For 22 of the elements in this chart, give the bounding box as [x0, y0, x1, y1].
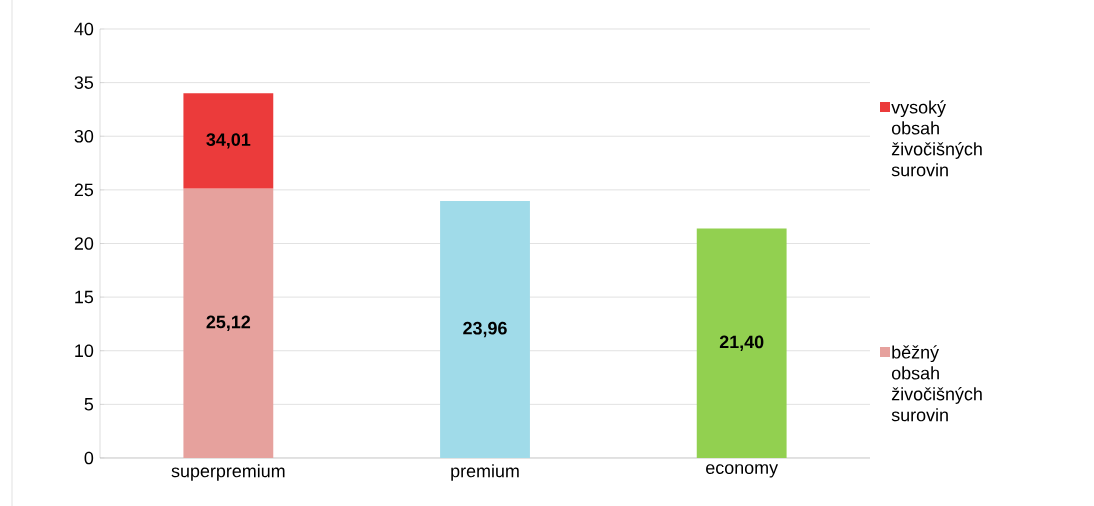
- y-tick-label: 35: [74, 76, 94, 89]
- bar: [183, 188, 274, 458]
- y-tick-label: 30: [74, 129, 94, 143]
- y-tick-label: 40: [74, 22, 94, 36]
- y-tick-label: 15: [75, 290, 94, 304]
- y-tick-label: 20: [74, 237, 94, 250]
- data-label: 23,96: [463, 321, 507, 338]
- x-tick-label: premium: [451, 464, 519, 481]
- y-tick-label: 0: [84, 451, 94, 465]
- y-tick-label: 5: [84, 398, 94, 411]
- legend-label: vysoký obsah živočišných surovin: [891, 100, 982, 177]
- data-label: 21,40: [719, 335, 764, 351]
- x-tick-label: economy: [706, 464, 779, 478]
- bar: [440, 201, 530, 458]
- x-tick-label: superpremium: [171, 464, 285, 481]
- y-tick-label: 25: [74, 183, 94, 197]
- legend-label: běžný obsah živočišných surovin: [891, 345, 982, 422]
- bar: [183, 93, 274, 189]
- y-tick-label: 10: [75, 344, 94, 358]
- data-label: 25,12: [206, 315, 251, 331]
- total-label: 34,01: [206, 133, 251, 149]
- bar: [696, 228, 787, 458]
